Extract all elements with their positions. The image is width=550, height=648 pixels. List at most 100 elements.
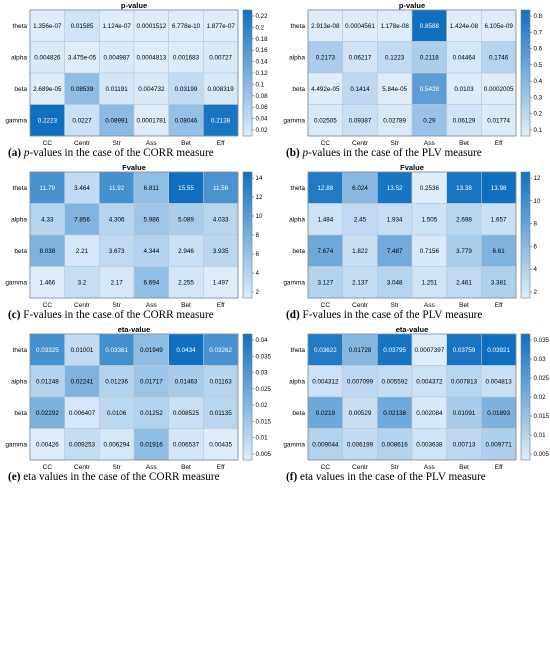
heatmap-cell [133,396,169,429]
colorbar-tick-label: 0.02 [534,394,547,401]
cell-label: 0.03921 [487,347,510,354]
heatmap-cell [481,266,517,299]
cell-label: 1.657 [491,216,507,223]
cell-label: 0.02292 [36,410,59,417]
cell-label: 0.03199 [175,86,198,93]
cell-label: 0.2138 [211,117,231,124]
figure-caption: (c) F-values in the case of the CORR mea… [8,309,214,321]
cell-label: 1.822 [352,248,368,255]
x-tick-label: Centr [352,464,369,471]
y-tick-label: alpha [289,216,305,223]
heatmap-cell [203,72,239,105]
heatmap-cell [64,428,100,461]
cell-label: 0.2536 [420,185,440,192]
cell-label: 11.56 [213,185,229,192]
chart-title: p-value [121,1,147,10]
y-tick-label: beta [292,248,305,255]
cell-label: 6.811 [144,185,160,192]
cell-label: 0.01774 [487,117,510,124]
cell-label: 3.673 [109,248,125,255]
y-tick-label: theta [13,347,28,354]
heatmap-cell [377,203,413,236]
colorbar-tick-label: 4 [534,266,538,273]
cell-label: 0.01252 [140,410,163,417]
cell-label: 0.001683 [173,54,200,61]
heatmap-cell [307,428,343,461]
cell-label: 0.1414 [350,86,370,93]
cell-label: 0.2173 [316,54,336,61]
heatmap-cell [64,41,100,74]
cell-label: 0.00435 [209,441,232,448]
caption-label: (c) [8,309,21,321]
heatmap-cell [29,104,65,137]
heatmap-cell [133,41,169,74]
cell-label: 0.008616 [382,441,409,448]
colorbar [242,9,253,137]
cell-label: 3.779 [456,248,472,255]
colorbar-tick-label: 0.005 [256,451,272,458]
y-tick-label: beta [292,410,305,417]
colorbar-tick-label: 2 [256,289,260,296]
cell-label: 2.17 [111,279,124,286]
heatmap-frame [307,171,517,299]
caption-italic: p [302,147,309,159]
cell-label: 0.00529 [349,410,372,417]
cell-label: 6.61 [493,248,506,255]
colorbar-tick-label: 10 [256,213,263,220]
heatmap-cell [481,72,517,105]
cell-label: 11.79 [40,185,56,192]
heatmap-cell [446,365,482,398]
figure-caption: (e) eta values in the case of the CORR m… [8,471,220,483]
cell-label: 0.8588 [420,23,440,30]
colorbar-tick-label: 0.3 [534,94,543,101]
figure-caption: (b) p-values in the case of the PLV meas… [286,147,482,159]
cell-label: 4.33 [41,216,54,223]
heatmap-panel-3: Fvalue 11.79 3.464 11.92 6.811 15.55 11.56 4.33… [5,163,263,309]
x-tick-label: Str [113,302,122,309]
cell-label: 0.01191 [106,86,129,93]
cell-label: 0.1746 [489,54,509,61]
heatmap-cell [64,171,100,204]
heatmap-cell [99,171,135,204]
cell-label: 6.778e-10 [172,23,201,30]
y-tick-label: beta [14,248,27,255]
heatmap-cell [377,41,413,74]
cell-label: 5.84e-05 [382,86,407,93]
colorbar-tick-label: 6 [534,243,538,250]
heatmap-cell [342,203,378,236]
x-tick-label: CC [321,140,331,147]
colorbar-tick-label: 4 [256,270,260,277]
cell-label: 0.03622 [314,347,337,354]
heatmap-cell [99,234,135,267]
cell-label: 0.01717 [140,378,163,385]
cell-label: 2.698 [456,216,472,223]
colorbar-tick-label: 0.005 [534,451,550,458]
heatmap-cell [342,266,378,299]
cell-label: 0.01585 [71,23,94,30]
caption-text: F-values in the case of the CORR measure [23,309,214,321]
cell-label: 4.344 [143,248,159,255]
cell-label: 0.01001 [71,347,94,354]
cell-label: 0.29 [423,117,436,124]
colorbar-tick-label: 0.04 [256,116,269,123]
heatmap-cell [377,234,413,267]
cell-label: 2.461 [456,279,472,286]
cell-label: 0.006199 [347,441,374,448]
x-tick-label: CC [43,140,53,147]
heatmap-cell [446,104,482,137]
colorbar-tick-label: 0.14 [256,59,269,66]
x-tick-label: Eff [217,140,225,147]
colorbar-tick-label: 0.2 [256,24,265,31]
cell-label: 0.0004813 [136,54,166,61]
cell-label: 13.38 [456,185,472,192]
cell-label: 0.00727 [209,54,232,61]
heatmap-cell [411,365,447,398]
heatmap-panel-5: eta-value 0.03325 0.01001 0.03361 0.01949 0.0… [5,325,272,471]
x-tick-label: Centr [74,302,91,309]
x-tick-label: Ass [146,140,158,147]
heatmap-cell [342,72,378,105]
x-tick-label: Centr [74,464,91,471]
cell-label: 0.004826 [34,54,61,61]
chart-title: Fvalue [122,163,146,172]
cell-label: 0.0004561 [345,23,375,30]
